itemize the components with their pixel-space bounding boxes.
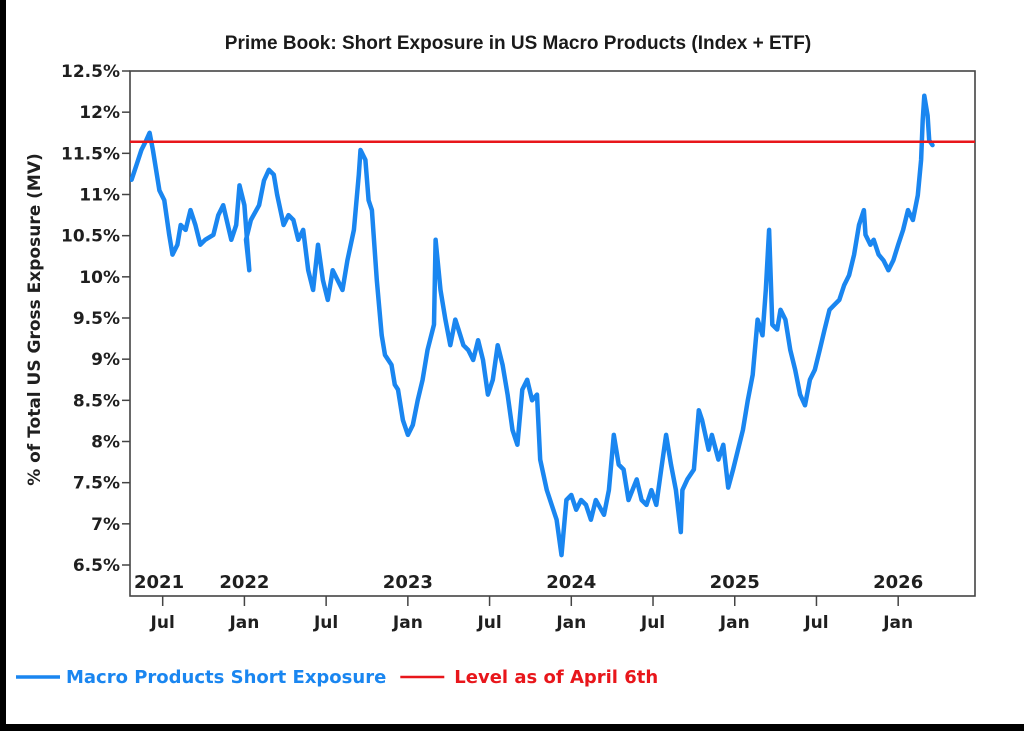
plot-area: 12.5% 12% 11.5% 11% 10.5% 10% 9.5% 9% 8.5% 8% 7.5%… [61, 62, 976, 633]
chart-canvas: Prime Book: Short Exposure in US Macro P… [6, 0, 1024, 724]
x-tick-label: Jan [392, 613, 423, 633]
year-label: 2021 [134, 572, 184, 593]
legend-label-level-april-6th: Level as of April 6th [454, 667, 658, 688]
legend-item-level-april-6th[interactable]: Level as of April 6th [400, 667, 658, 688]
y-tick-label: 7% [91, 515, 120, 535]
year-labels: 2021 2022 2023 2024 2025 2026 [134, 572, 923, 593]
series-line-macro-short-exposure [130, 93, 935, 558]
y-axis: 12.5% 12% 11.5% 11% 10.5% 10% 9.5% 9% 8.5% 8% 7.5%… [61, 62, 130, 576]
year-label: 2025 [710, 572, 760, 593]
x-tick-label: Jan [555, 613, 586, 633]
plot-frame [129, 70, 976, 597]
line-chart: Prime Book: Short Exposure in US Macro P… [16, 33, 976, 688]
x-axis: Jul Jan Jul Jan Jul Jan Jul Jan Jul Jan [150, 596, 913, 633]
x-tick-label: Jan [719, 613, 750, 633]
year-label: 2026 [873, 572, 923, 593]
chart-title: Prime Book: Short Exposure in US Macro P… [225, 33, 811, 54]
y-tick-label: 8% [91, 433, 120, 453]
year-label: 2022 [219, 572, 269, 593]
legend-label-macro-short-exposure: Macro Products Short Exposure [66, 667, 386, 688]
y-tick-label: 11% [79, 186, 120, 206]
y-tick-label: 10% [79, 268, 120, 288]
legend: Macro Products Short Exposure Level as o… [16, 667, 658, 688]
year-label: 2024 [546, 572, 596, 593]
x-tick-label: Jan [228, 613, 259, 633]
y-tick-label: 9% [91, 350, 120, 370]
x-tick-label: Jul [803, 613, 828, 633]
legend-item-macro-short-exposure[interactable]: Macro Products Short Exposure [16, 667, 386, 688]
y-tick-label: 12% [79, 103, 120, 123]
y-tick-label: 6.5% [73, 556, 120, 576]
y-tick-label: 10.5% [61, 227, 120, 247]
y-tick-label: 12.5% [61, 62, 120, 82]
x-tick-label: Jan [882, 613, 913, 633]
y-tick-label: 7.5% [73, 474, 120, 494]
x-tick-label: Jul [476, 613, 501, 633]
y-tick-label: 11.5% [61, 144, 120, 164]
y-axis-label: % of Total US Gross Exposure (MV) [25, 153, 45, 486]
year-label: 2023 [383, 572, 433, 593]
x-tick-label: Jul [150, 613, 175, 633]
x-tick-label: Jul [640, 613, 665, 633]
y-tick-label: 9.5% [73, 309, 120, 329]
x-tick-label: Jul [313, 613, 338, 633]
y-tick-label: 8.5% [73, 391, 120, 411]
